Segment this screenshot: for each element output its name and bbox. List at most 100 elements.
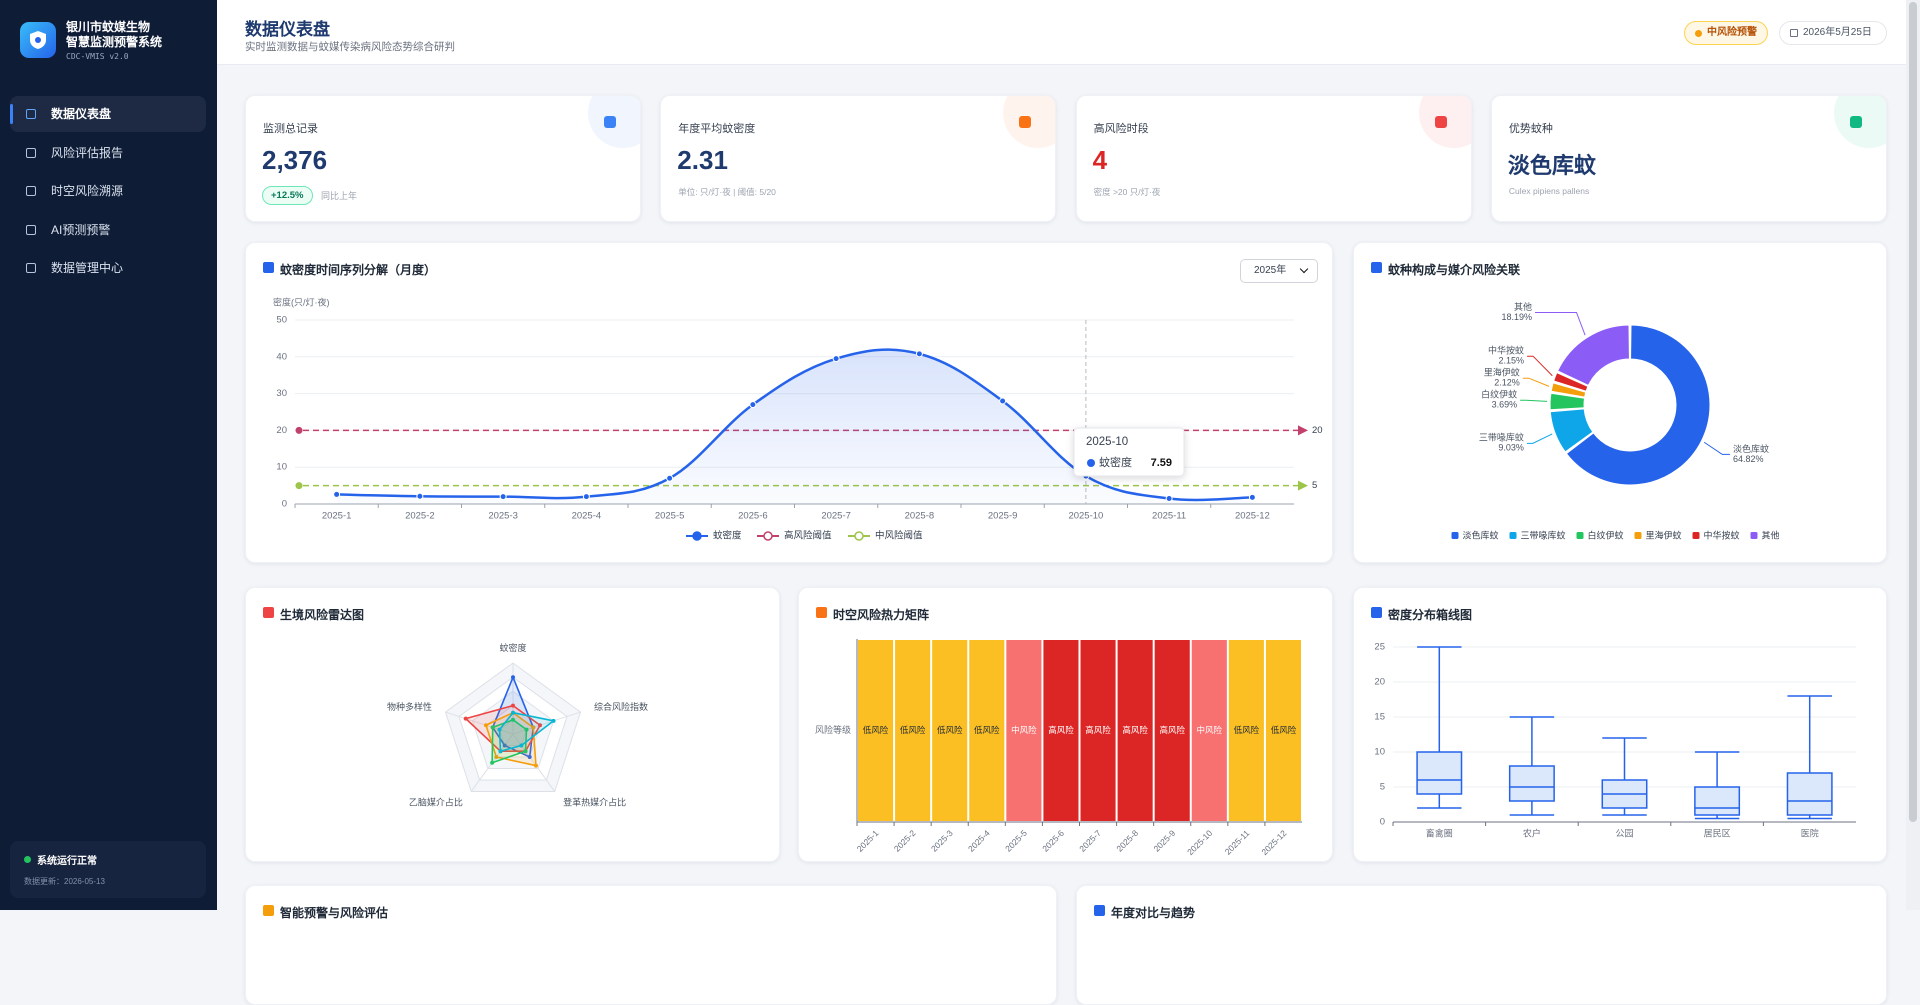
x-tick-label: 2025-7 (821, 511, 851, 522)
date-badge[interactable]: 2026年5月25日 (1779, 21, 1887, 45)
point (832, 355, 840, 363)
heat-cell (1265, 640, 1301, 821)
pie-slice (1550, 382, 1587, 398)
heat-cell-label: 高风险 (1048, 725, 1074, 735)
pie-leader (1703, 441, 1730, 455)
y-tick-label: 10 (1374, 747, 1385, 758)
panel-card: 年度对比与趋势 (1076, 885, 1887, 1005)
heat-cell-label: 低风险 (900, 725, 926, 735)
app-title: 银川市蚊媒生物 (66, 20, 151, 34)
y-tick-label: 20 (1374, 677, 1385, 688)
y-tick-label: 15 (1374, 712, 1385, 723)
card-icon (1094, 905, 1105, 916)
legend-label: 蚊密度 (713, 530, 742, 542)
y-category-label: 风险等级 (815, 724, 851, 735)
card-icon (263, 607, 274, 618)
pie-leader (1526, 433, 1553, 444)
point (749, 401, 757, 409)
nav-item[interactable]: AI预测预警 (10, 212, 206, 248)
chart-card: 蚊种构成与媒介风险关联 淡色库蚊 64.82% 三带喙库蚊 9.03% 白纹伊蚊 3.69%… (1353, 242, 1887, 563)
x-tick-label: 2025-10 (1185, 828, 1214, 857)
alert-badge[interactable]: 中风险预警 (1684, 21, 1768, 45)
pie-value: 64.82% (1733, 454, 1764, 464)
nav-label: 数据管理中心 (51, 261, 124, 275)
nav-icon (26, 109, 36, 119)
pie-value: 2.12% (1494, 378, 1520, 388)
x-tick-label: 医院 (1801, 827, 1819, 838)
status-box: 系统运行正常 数据更新：2026-05-13 (10, 841, 206, 898)
panel-title: 年度对比与趋势 (1111, 906, 1196, 920)
radar-point (527, 754, 532, 759)
nav-icon (26, 147, 36, 158)
radar-indicator: 乙脑媒介占比 (409, 796, 463, 807)
radar-point (511, 675, 515, 680)
x-tick-label: 2025-8 (1114, 828, 1140, 854)
status-text: 系统运行正常 (37, 856, 97, 867)
logo (20, 22, 56, 58)
legend-label: 其他 (1762, 529, 1780, 540)
kpi-card: 年度平均蚊密度 2.31 单位: 只/灯·夜 | 阈值: 5/20 (660, 95, 1057, 222)
kpi-note: 单位: 只/灯·夜 | 阈值: 5/20 (678, 187, 776, 197)
scrollbar[interactable] (1906, 0, 1920, 910)
pie-slice (1556, 324, 1630, 387)
threshold-arrow (1298, 480, 1308, 491)
nav-item[interactable]: 数据仪表盘 (10, 96, 206, 132)
y-tick-label: 50 (276, 315, 287, 326)
pie-leader (1520, 399, 1548, 402)
box (1416, 751, 1463, 795)
kpi-label: 年度平均蚊密度 (678, 123, 756, 135)
select-arrow (1299, 264, 1309, 274)
radar-indicator: 蚊密度 (499, 642, 526, 653)
legend-swatch (1576, 532, 1584, 539)
nav-item[interactable]: 风险评估报告 (10, 135, 206, 171)
radar-point (490, 725, 495, 730)
scroll-thumb[interactable] (1909, 2, 1917, 822)
kpi-label: 高风险时段 (1093, 123, 1149, 135)
x-tick-label: 畜禽圈 (1426, 827, 1453, 838)
status-dot (24, 856, 31, 863)
radar-point (519, 743, 524, 748)
box (1786, 772, 1833, 816)
year-select[interactable]: 2025年 (1240, 259, 1318, 283)
app-title: 智慧监测预警系统 (66, 35, 163, 49)
nav-accent (10, 104, 13, 124)
tooltip: 2025-10 蚊密度 7.59 (1073, 427, 1185, 477)
pie-value: 9.03% (1498, 443, 1524, 453)
nav-label: 风险评估报告 (51, 145, 124, 160)
nav-item[interactable]: 数据管理中心 (10, 250, 206, 286)
radar-point (511, 710, 515, 715)
legend-label: 三带喙库蚊 (1521, 529, 1566, 540)
pie-label: 里海伊蚊 (1484, 367, 1520, 378)
nav-item[interactable]: 时空风险溯源 (10, 173, 206, 209)
kpi-note: 密度 >20 只/灯·夜 (1093, 187, 1161, 197)
legend-label: 白纹伊蚊 (1588, 529, 1624, 540)
x-tick-label: 2025-1 (322, 511, 352, 522)
threshold-arrow (1298, 425, 1308, 436)
x-tick-label: 2025-5 (655, 511, 685, 522)
status-updated: 数据更新：2026-05-13 (24, 877, 105, 886)
legend-swatch (1451, 532, 1459, 539)
year-select-text: 2025年 (1254, 265, 1287, 276)
radar-point (490, 760, 495, 765)
x-tick-label: 农户 (1523, 827, 1541, 838)
x-tick-label: 2025-5 (1003, 828, 1029, 854)
kpi-icon (1434, 116, 1447, 128)
chart-card: 密度分布箱线图 0 5 10 15 20 25 畜禽圈 农户 公园 居民区 医院 (1353, 587, 1887, 862)
heat-cell (1154, 640, 1190, 821)
x-tick-label: 居民区 (1704, 828, 1731, 838)
x-tick-label: 2025-3 (488, 511, 518, 522)
point (333, 490, 341, 498)
kpi-card: 监测总记录 2,376 +12.5% 同比上年 (245, 95, 641, 222)
card-icon (263, 262, 274, 273)
chart-title: 蚊种构成与媒介风险关联 (1388, 263, 1521, 277)
area (336, 349, 1253, 504)
radar-point (502, 743, 507, 748)
box (1694, 786, 1741, 816)
tooltip-value: 7.59 (1151, 457, 1172, 469)
x-tick-label: 2025-9 (1151, 828, 1177, 854)
x-tick-label: 2025-9 (988, 511, 1018, 522)
card-icon (263, 905, 274, 916)
date-text: 2026年5月25日 (1803, 27, 1872, 38)
